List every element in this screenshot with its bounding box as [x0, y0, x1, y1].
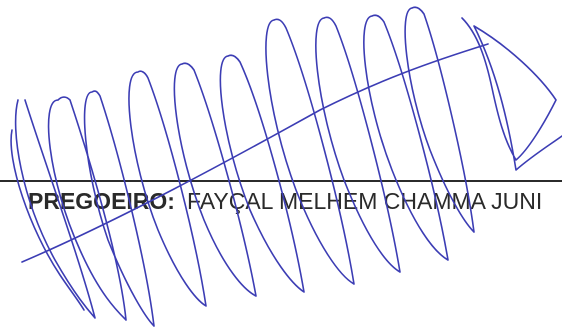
signatory-role: PREGOEIRO: [28, 188, 175, 214]
signature-loop-9 [315, 16, 401, 273]
signature-loop-10 [363, 14, 449, 261]
signature-loop-8 [265, 18, 355, 285]
signature-line [0, 180, 562, 182]
signatory-caption: PREGOEIRO: FAYÇAL MELHEM CHAMMA JUNI [28, 186, 542, 216]
signature-diagonal-stroke [21, 43, 489, 263]
signatory-name: FAYÇAL MELHEM CHAMMA JUNI [186, 188, 543, 214]
signature-loop-7 [219, 54, 305, 293]
signature-loop-1 [10, 129, 85, 311]
signature-final-hook [461, 17, 562, 171]
